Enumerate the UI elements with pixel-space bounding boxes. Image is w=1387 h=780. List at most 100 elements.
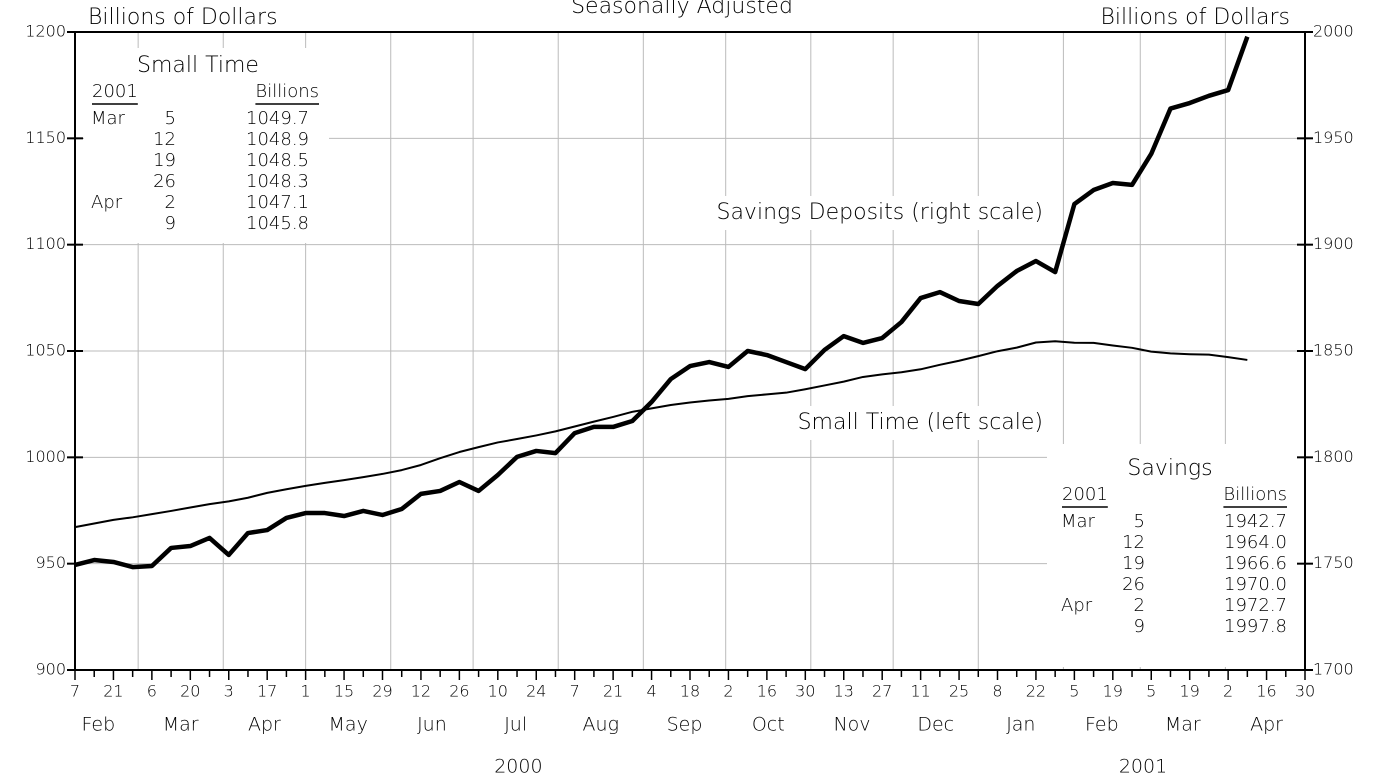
- y-tick-label: 1150: [25, 128, 66, 147]
- x-tick-label: 27: [872, 682, 892, 701]
- x-tick-label: 15: [334, 682, 354, 701]
- texts: Seasonally Adjusted Billions of Dollars …: [25, 0, 1353, 778]
- table-cell: 1045.8: [246, 213, 309, 234]
- table-cell: 1942.7: [1224, 511, 1287, 532]
- year-label: 2001: [1119, 756, 1167, 778]
- table-cell: 1048.9: [246, 129, 309, 150]
- x-tick-label: 21: [103, 682, 123, 701]
- table-cell: 1997.8: [1224, 616, 1287, 637]
- table-background: [84, 48, 329, 243]
- month-label: Aug: [583, 714, 619, 736]
- x-tick-label: 18: [680, 682, 700, 701]
- table-header: 2001: [92, 81, 138, 102]
- lines: [67, 31, 1313, 680]
- series-line: [74, 35, 1250, 570]
- x-tick-label: 10: [488, 682, 508, 701]
- table-cell: Apr: [91, 192, 123, 213]
- x-tick-label: 19: [1180, 682, 1200, 701]
- month-label: Apr: [1250, 714, 1283, 736]
- y-axis-label: Billions of Dollars: [88, 5, 278, 30]
- month-label: Feb: [82, 714, 116, 736]
- x-tick-label: 26: [449, 682, 469, 701]
- table-cell: 1049.7: [246, 108, 309, 129]
- series-label: Small Time (left scale): [798, 410, 1043, 435]
- y2-tick-label: 1950: [1313, 128, 1354, 147]
- month-label: Sep: [667, 714, 703, 736]
- x-tick-label: 16: [1256, 682, 1276, 701]
- table-cell: 2: [1134, 595, 1145, 616]
- table-header: Billions: [1223, 484, 1287, 505]
- table-cell: 1970.0: [1224, 574, 1287, 595]
- y2-axis-label: Billions of Dollars: [1100, 5, 1290, 30]
- y2-tick-label: 1850: [1313, 341, 1354, 360]
- y2-tick-label: 1800: [1313, 447, 1354, 466]
- y-tick-label: 1000: [25, 447, 66, 466]
- table-header: 2001: [1062, 484, 1108, 505]
- month-label: Mar: [163, 714, 199, 736]
- month-label: Nov: [833, 714, 870, 736]
- x-tick-label: 22: [1026, 682, 1046, 701]
- x-tick-label: 13: [834, 682, 854, 701]
- x-tick-label: 2: [723, 682, 733, 701]
- x-tick-label: 16: [757, 682, 777, 701]
- table-cell: 26: [1122, 574, 1145, 595]
- y2-tick-label: 2000: [1313, 22, 1354, 41]
- month-label: Mar: [1165, 714, 1201, 736]
- table-cell: 19: [153, 150, 176, 171]
- y-tick-label: 1050: [25, 341, 66, 360]
- y2-tick-label: 1750: [1313, 553, 1354, 572]
- x-tick-label: 20: [180, 682, 200, 701]
- table-cell: 5: [165, 108, 176, 129]
- table-cell: 1047.1: [246, 192, 309, 213]
- x-tick-label: 29: [372, 682, 392, 701]
- x-tick-label: 30: [795, 682, 815, 701]
- x-tick-label: 25: [949, 682, 969, 701]
- x-tick-label: 30: [1295, 682, 1315, 701]
- table-cell: 1972.7: [1224, 595, 1287, 616]
- x-tick-label: 5: [1069, 682, 1079, 701]
- month-label: Jul: [504, 714, 527, 736]
- series-label: Savings Deposits (right scale): [716, 200, 1043, 225]
- x-tick-label: 7: [570, 682, 580, 701]
- y-tick-label: 1100: [25, 234, 66, 253]
- y-tick-label: 1200: [25, 22, 66, 41]
- table-cell: 1964.0: [1224, 532, 1287, 553]
- x-tick-label: 1: [301, 682, 311, 701]
- x-tick-label: 2: [1223, 682, 1233, 701]
- plot-frame: [74, 31, 1306, 671]
- month-label: May: [329, 714, 368, 736]
- month-label: Apr: [248, 714, 281, 736]
- chart-title: Seasonally Adjusted: [571, 0, 793, 19]
- table-cell: 26: [153, 171, 176, 192]
- table-cell: 1048.3: [246, 171, 309, 192]
- y2-tick-label: 1900: [1313, 234, 1354, 253]
- label-background: [746, 406, 1048, 440]
- month-label: Jun: [417, 714, 447, 736]
- table-cell: 19: [1122, 553, 1145, 574]
- table-header: Billions: [255, 81, 319, 102]
- table-title: Savings: [1127, 456, 1212, 481]
- y-tick-label: 950: [35, 553, 66, 572]
- table-cell: Apr: [1061, 595, 1093, 616]
- table-cell: Mar: [91, 108, 126, 129]
- table-cell: Mar: [1061, 511, 1096, 532]
- table-cell: 1966.6: [1224, 553, 1287, 574]
- table-background: [1047, 444, 1302, 667]
- table-cell: 2: [165, 192, 176, 213]
- table-cell: 9: [1134, 616, 1145, 637]
- x-tick-label: 4: [646, 682, 656, 701]
- x-tick-label: 19: [1103, 682, 1123, 701]
- x-tick-label: 7: [70, 682, 80, 701]
- x-tick-label: 3: [224, 682, 234, 701]
- table-title: Small Time: [137, 53, 259, 78]
- x-tick-label: 11: [910, 682, 930, 701]
- table-cell: 5: [1134, 511, 1145, 532]
- x-tick-label: 6: [147, 682, 157, 701]
- y-tick-label: 900: [35, 660, 66, 679]
- month-label: Dec: [917, 714, 954, 736]
- table-cell: 12: [1122, 532, 1145, 553]
- x-tick-label: 12: [411, 682, 431, 701]
- x-tick-label: 5: [1146, 682, 1156, 701]
- y2-tick-label: 1700: [1313, 660, 1354, 679]
